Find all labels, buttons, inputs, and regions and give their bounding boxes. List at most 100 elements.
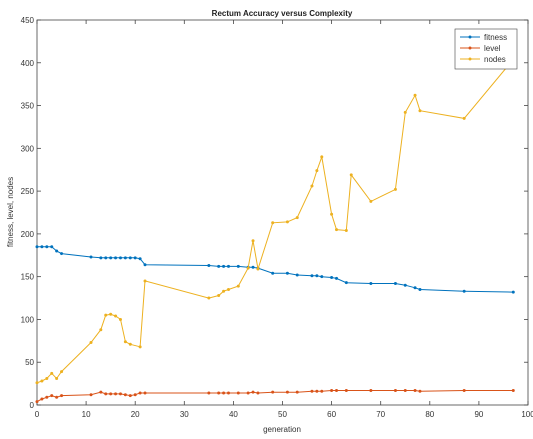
y-tick-label: 250	[21, 187, 35, 196]
data-point	[128, 342, 132, 346]
data-point	[217, 391, 221, 395]
series-nodes	[35, 57, 515, 385]
data-point	[246, 266, 250, 270]
data-point	[251, 265, 255, 269]
x-tick-label: 70	[376, 410, 385, 419]
chart-title: Rectum Accuracy versus Complexity	[212, 9, 353, 18]
data-point	[114, 256, 118, 260]
data-point	[310, 184, 314, 188]
series-level	[35, 388, 515, 404]
data-point	[128, 256, 132, 260]
legend-box	[454, 28, 518, 70]
data-point	[271, 271, 275, 275]
data-point	[413, 388, 417, 392]
data-point	[418, 288, 422, 291]
data-point	[315, 389, 319, 393]
data-point	[143, 279, 147, 283]
data-point	[55, 376, 59, 380]
data-point	[393, 187, 397, 191]
x-tick-label: 100	[521, 410, 533, 419]
y-axis-label: fitness, level, nodes	[6, 177, 15, 247]
data-point	[222, 289, 226, 293]
data-point	[128, 394, 132, 398]
data-point	[256, 267, 260, 271]
data-point	[344, 388, 348, 392]
data-point	[118, 256, 122, 260]
y-tick-label: 200	[21, 230, 35, 239]
data-point	[403, 283, 407, 287]
data-point	[418, 389, 422, 393]
y-tick-label: 150	[21, 273, 35, 282]
data-point	[35, 245, 39, 249]
data-point	[226, 288, 230, 291]
data-point	[143, 391, 147, 395]
legend-marker-nodes	[468, 57, 472, 61]
legend: fitness level nodes	[454, 28, 518, 70]
x-axis: 0 10 20 30 40 50 60 70 80 90 100	[35, 20, 533, 419]
x-tick-label: 40	[229, 410, 238, 419]
data-point	[330, 276, 334, 280]
data-point	[271, 221, 275, 225]
data-point	[217, 293, 221, 297]
x-tick-label: 10	[82, 410, 91, 419]
data-point	[109, 312, 113, 316]
data-point	[335, 388, 339, 392]
x-axis-label: generation	[263, 425, 301, 434]
data-point	[320, 275, 324, 279]
data-point	[320, 389, 324, 393]
data-point	[413, 286, 417, 290]
data-point	[104, 256, 108, 260]
data-point	[89, 341, 93, 345]
data-point	[369, 199, 373, 203]
y-tick-label: 450	[21, 16, 35, 25]
legend-label-fitness: fitness	[484, 33, 507, 42]
data-point	[310, 389, 314, 393]
data-point	[99, 256, 103, 260]
data-point	[207, 391, 211, 395]
data-point	[60, 252, 64, 256]
data-point	[50, 245, 54, 249]
x-tick-label: 30	[180, 410, 189, 419]
data-point	[256, 391, 260, 395]
data-point	[335, 276, 339, 280]
data-point	[109, 256, 113, 260]
x-tick-label: 50	[278, 410, 287, 419]
y-axis: 0 50 100 150 200 250 300 350 400 450	[21, 16, 528, 410]
y-tick-label: 300	[21, 144, 35, 153]
data-point	[40, 379, 44, 383]
data-point	[50, 394, 54, 398]
data-point	[413, 93, 417, 97]
data-point	[369, 282, 373, 286]
y-tick-label: 100	[21, 315, 35, 324]
data-point	[60, 394, 64, 398]
legend-label-nodes: nodes	[484, 55, 506, 64]
data-point	[99, 328, 103, 332]
data-point	[462, 289, 466, 293]
data-point	[104, 392, 108, 396]
data-point	[45, 376, 49, 380]
series-layer	[35, 57, 515, 404]
y-tick-label: 350	[21, 102, 35, 111]
data-point	[349, 173, 353, 177]
plot-area	[36, 19, 529, 406]
data-point	[393, 282, 397, 286]
data-point	[207, 264, 211, 268]
data-point	[55, 249, 59, 253]
data-point	[138, 345, 142, 349]
data-point	[344, 228, 348, 232]
data-point	[462, 116, 466, 120]
data-point	[236, 284, 240, 288]
data-point	[40, 397, 44, 401]
data-point	[109, 392, 113, 396]
data-point	[138, 391, 142, 395]
x-tick-label: 60	[327, 410, 336, 419]
x-tick-label: 20	[131, 410, 140, 419]
data-point	[511, 290, 515, 294]
data-point	[251, 239, 255, 243]
data-point	[330, 212, 334, 216]
data-point	[403, 110, 407, 114]
data-point	[285, 220, 289, 224]
data-point	[133, 256, 137, 260]
data-point	[123, 340, 127, 344]
